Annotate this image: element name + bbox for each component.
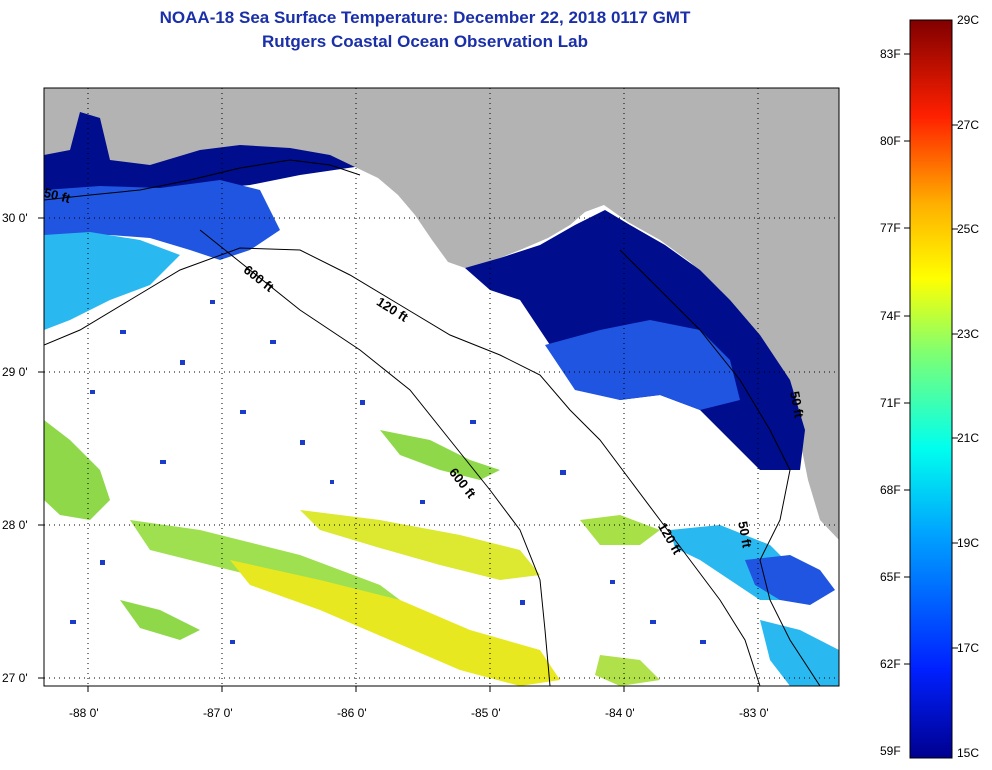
colorbar-label-c: 25C (957, 222, 980, 236)
blue-water-west (44, 180, 280, 260)
lon-label-83: -83 0' (739, 706, 769, 720)
isobath-line-600ft (199, 229, 551, 686)
colorbar-label-f: 71F (880, 396, 901, 410)
colorbar-label-c: 19C (957, 536, 980, 550)
lat-label-28: 28 0' (2, 518, 28, 532)
blue-water-south (745, 555, 835, 605)
map-frame (43, 87, 840, 687)
green-streak-2 (380, 430, 500, 480)
lon-label-84: -84 0' (605, 706, 635, 720)
lon-label-86: -86 0' (337, 706, 367, 720)
lat-label-30: 30 0' (2, 211, 28, 225)
map-title: NOAA-18 Sea Surface Temperature: Decembe… (159, 8, 691, 27)
green-streak-3 (580, 515, 660, 545)
lon-label-88: -88 0' (69, 706, 99, 720)
colorbar-label-f: 77F (880, 221, 901, 235)
land (44, 88, 839, 540)
green-streak-4 (120, 600, 200, 640)
colorbar-label-c: 29C (957, 13, 980, 27)
isobath-line-50ft (44, 159, 361, 201)
scattered-pixels (70, 300, 706, 644)
colorbar-label-c: 17C (957, 641, 980, 655)
colorbar-label-f: 74F (880, 309, 901, 323)
cyan-water-coast (760, 620, 839, 686)
colorbar-label-c: 27C (957, 118, 980, 132)
lat-label-27: 27 0' (2, 671, 28, 685)
colorbar-label-f: 83F (880, 47, 901, 61)
yellow-streak-1 (230, 560, 560, 686)
colorbar-label-c: 23C (957, 327, 980, 341)
colorbar (909, 19, 953, 759)
lat-label-29: 29 0' (2, 365, 28, 379)
lon-label-85: -85 0' (471, 706, 501, 720)
colorbar-label-f: 62F (880, 657, 901, 671)
green-streak-5 (595, 655, 660, 686)
map-subtitle: Rutgers Coastal Ocean Observation Lab (262, 32, 588, 51)
colorbar-label-f: 68F (880, 483, 901, 497)
colorbar-label-c: 15C (957, 746, 980, 760)
cold-water-west (44, 112, 355, 195)
lon-label-87: -87 0' (203, 706, 233, 720)
colorbar-label-f: 65F (880, 570, 901, 584)
colorbar-label-c: 21C (957, 431, 980, 445)
axis-ticks (38, 217, 759, 692)
isobath-line-120ft (44, 247, 761, 686)
colorbar-ticks (904, 53, 958, 665)
yellow-streak-2 (300, 510, 540, 580)
colorbar-label-f: 59F (880, 744, 901, 758)
colorbar-label-f: 80F (880, 134, 901, 148)
green-band-west (44, 420, 110, 520)
cyan-water-west (44, 232, 180, 330)
blue-water-east (545, 320, 740, 410)
isobath-line-50ft-east (619, 249, 821, 686)
